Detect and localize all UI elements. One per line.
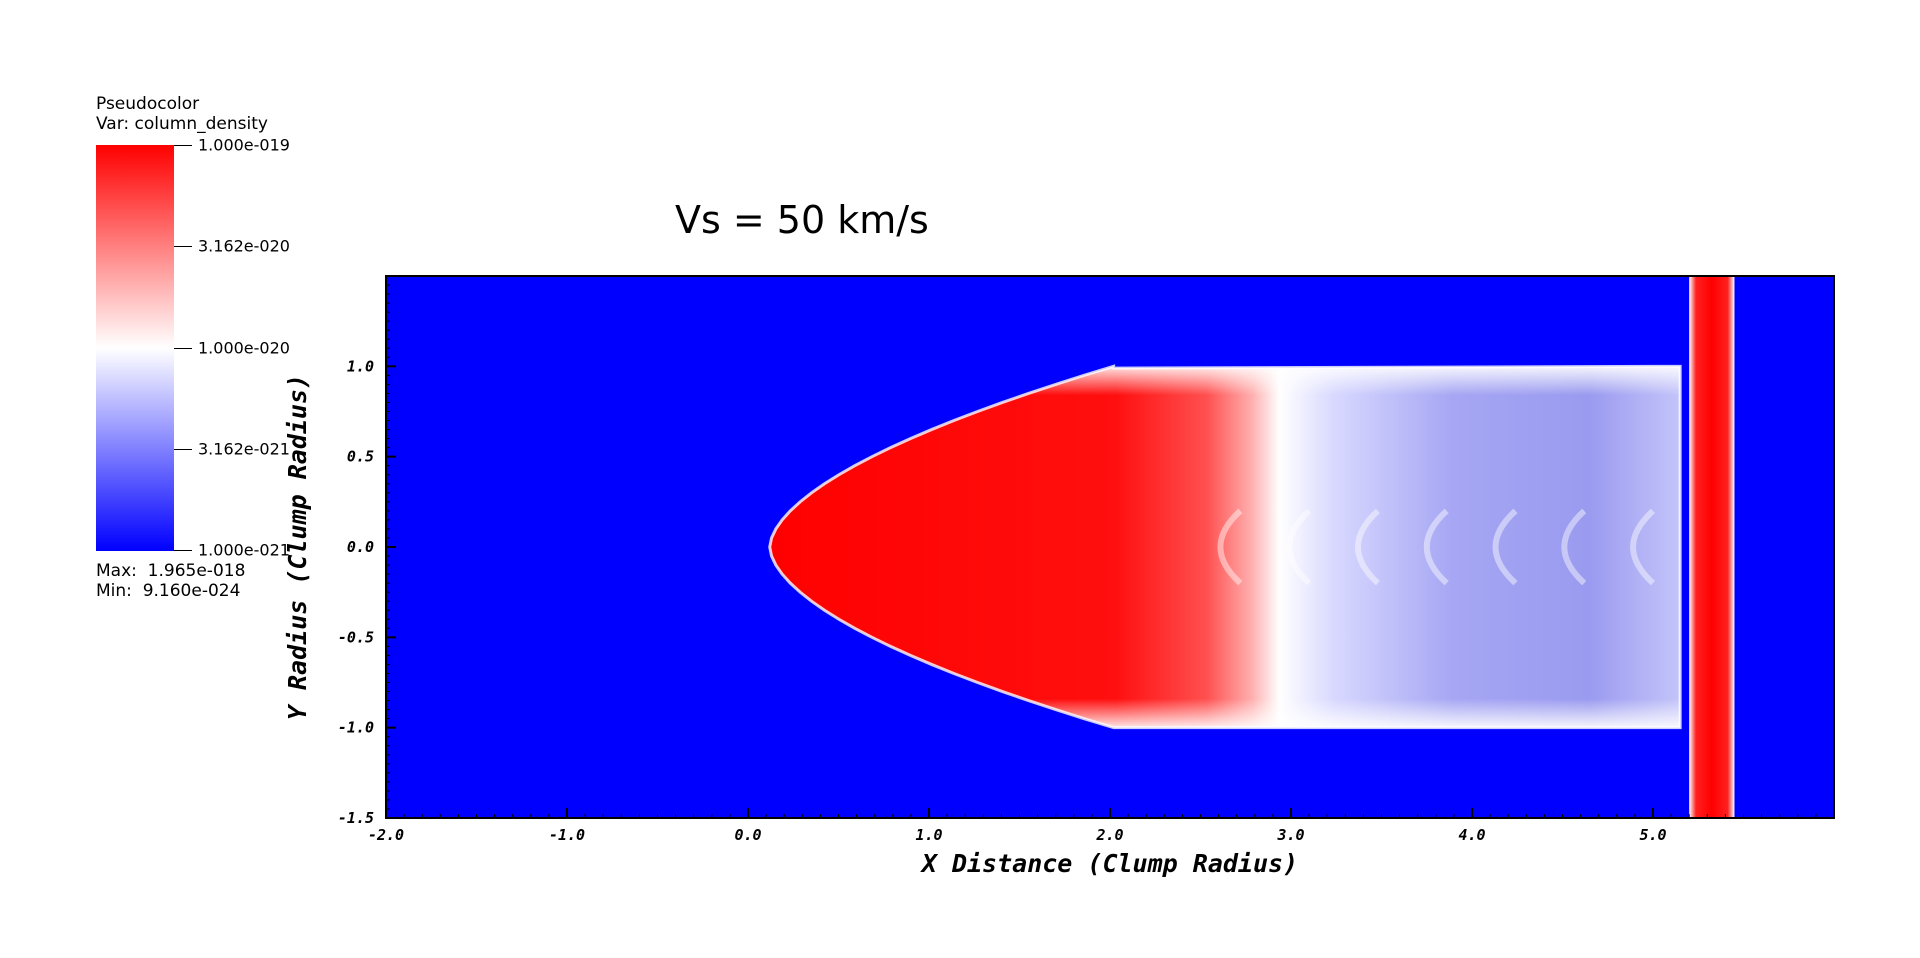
chart-title: Vs = 50 km/s [675, 198, 929, 242]
x-tick-label: 4.0 [1458, 826, 1485, 844]
y-axis-title: Y Radius (Clump Radius) [283, 374, 312, 720]
y-tick-label: 0.0 [347, 538, 374, 556]
colorbar-label-2: 1.000e-020 [198, 338, 290, 358]
tail-ripple [1423, 508, 1449, 586]
x-tick-label: 0.0 [734, 826, 761, 844]
tail-ripple [1354, 508, 1380, 586]
clump-edge-highlight [769, 366, 1681, 728]
colorbar-tick-4 [174, 550, 192, 551]
x-tick-label: -1.0 [549, 826, 585, 844]
y-tick-label: -1.5 [338, 809, 374, 827]
legend-plot-type: Pseudocolor [96, 94, 200, 114]
colorbar-tick-3 [174, 449, 192, 450]
clump-boundary [768, 364, 1682, 730]
x-tick-label: -2.0 [368, 826, 404, 844]
x-tick-label: 3.0 [1276, 826, 1304, 844]
tail-ripple [1217, 508, 1243, 586]
x-tick-label: 5.0 [1639, 826, 1666, 844]
colorbar-label-1: 3.162e-020 [198, 236, 290, 256]
y-tick-label: -1.0 [338, 719, 374, 737]
tail-ripple [1630, 508, 1656, 586]
legend-max: Max: 1.965e-018 [96, 561, 246, 581]
shock-front [1689, 276, 1735, 818]
legend-variable: Var: column_density [96, 114, 268, 134]
y-tick-label: 0.5 [347, 448, 374, 466]
tail-ripple [1561, 508, 1587, 586]
colorbar [96, 145, 174, 551]
legend-min: Min: 9.160e-024 [96, 581, 241, 601]
tail-ripple [1492, 508, 1518, 586]
colorbar-tick-0 [174, 145, 192, 146]
x-tick-label: 2.0 [1095, 826, 1123, 844]
colorbar-tick-1 [174, 246, 192, 247]
colorbar-label-0: 1.000e-019 [198, 135, 290, 155]
colorbar-label-3: 3.162e-021 [198, 439, 290, 459]
colorbar-label-4: 1.000e-021 [198, 540, 290, 560]
tail-ripple [1286, 508, 1312, 586]
x-axis-title: X Distance (Clump Radius) [920, 849, 1298, 878]
y-tick-label: 1.0 [347, 357, 374, 375]
colorbar-tick-2 [174, 348, 192, 349]
y-tick-label: -0.5 [338, 628, 374, 646]
x-tick-label: 1.0 [915, 826, 942, 844]
